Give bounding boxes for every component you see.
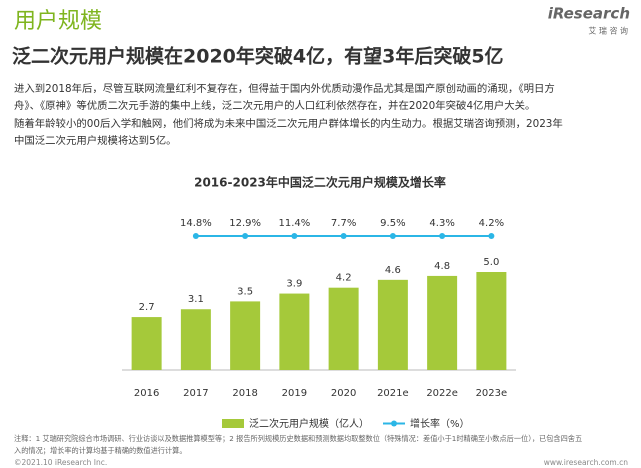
chart-title: 2016-2023年中国泛二次元用户规模及增长率: [194, 175, 446, 190]
headline: 泛二次元用户规模在2020年突破4亿，有望3年后突破5亿: [12, 45, 504, 68]
footnote: 入的情况；增长率的计算均基于精确的数值进行计算。: [14, 446, 187, 455]
bar-value-label: 3.5: [237, 286, 253, 297]
legend-label: 增长率（%）: [410, 417, 470, 430]
url: www.iresearch.com.cn: [544, 458, 629, 467]
bar: [377, 279, 408, 370]
bar-value-label: 3.1: [188, 294, 204, 305]
x-tick-label: 2016: [134, 388, 159, 399]
x-tick-label: 2021e: [377, 388, 409, 399]
growth-value-label: 4.2%: [479, 218, 504, 229]
growth-value-label: 14.8%: [180, 218, 212, 229]
bar-value-label: 4.8: [434, 261, 450, 272]
x-tick-label: 2017: [183, 388, 208, 399]
legend-swatch: [222, 419, 244, 428]
legend-swatch: [391, 420, 397, 427]
growth-value-label: 11.4%: [278, 218, 310, 229]
growth-point: [242, 233, 249, 239]
x-tick-label: 2022e: [426, 388, 458, 399]
page-title: 用户规模: [14, 9, 102, 34]
growth-point: [291, 233, 298, 239]
bar-value-label: 4.6: [385, 265, 401, 276]
footnote: 注释：1 艾瑞研究院综合市场调研、行业访谈以及数据推算模型等；2 报告所列规模历…: [14, 434, 582, 443]
bar: [328, 287, 359, 370]
growth-value-label: 7.7%: [331, 218, 356, 229]
paragraph-line: 随着年龄较小的00后入学和触网，他们将成为未来中国泛二次元用户群体增长的内生动力…: [14, 117, 563, 130]
paragraph-line: 进入到2018年后，尽管互联网流量红利不复存在，但得益于国内外优质动漫作品尤其是…: [14, 82, 555, 95]
x-tick-label: 2023e: [476, 388, 508, 399]
bar: [279, 293, 310, 370]
bar-value-label: 4.2: [336, 273, 352, 284]
x-tick-label: 2020: [331, 388, 356, 399]
growth-point: [488, 233, 495, 239]
logo-sub: 艾 瑞 咨 询: [588, 26, 628, 36]
bar: [131, 317, 162, 370]
growth-point: [389, 233, 396, 239]
growth-value-label: 12.9%: [229, 218, 261, 229]
bar-value-label: 5.0: [483, 257, 499, 268]
bar: [230, 301, 261, 370]
bar-value-label: 3.9: [286, 279, 302, 290]
paragraph-line: 舟》、《原神》等优质二次元手游的集中上线，泛二次元用户的人口红利依然存在，并在2…: [14, 99, 535, 112]
x-tick-label: 2018: [232, 388, 257, 399]
copyright: ©2021.10 iResearch Inc.: [14, 458, 107, 467]
bar: [427, 275, 458, 370]
paragraph-line: 中国泛二次元用户规模将达到5亿。: [14, 134, 176, 147]
growth-point: [192, 233, 199, 239]
x-tick-label: 2019: [282, 388, 307, 399]
legend-label: 泛二次元用户规模（亿人）: [249, 417, 369, 430]
growth-point: [340, 233, 347, 239]
logo: iResearch: [548, 5, 630, 23]
bar: [476, 272, 507, 370]
growth-value-label: 9.5%: [380, 218, 405, 229]
bar-value-label: 2.7: [139, 302, 155, 313]
bar: [180, 309, 211, 370]
growth-value-label: 4.3%: [429, 218, 454, 229]
growth-point: [439, 233, 446, 239]
